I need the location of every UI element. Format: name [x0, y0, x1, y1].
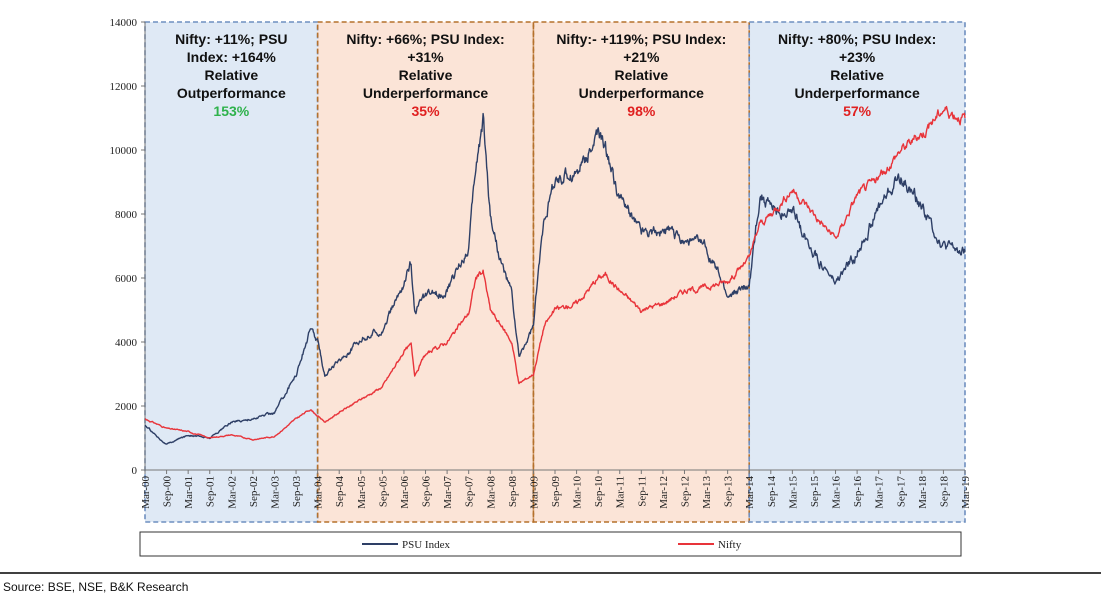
x-tick-label: Sep-11 [636, 476, 648, 507]
x-tick-label: Sep-01 [205, 476, 217, 507]
period-relative-value: 98% [627, 103, 656, 119]
period-label-line: Underperformance [363, 85, 488, 101]
x-tick-label: Sep-15 [809, 476, 821, 508]
x-tick-label: Mar-07 [442, 476, 454, 509]
x-tick-label: Mar-08 [485, 476, 497, 509]
y-tick-label: 6000 [115, 273, 138, 285]
period-relative-value: 57% [843, 103, 872, 119]
x-tick-label: Sep-18 [938, 476, 950, 508]
x-tick-label: Mar-12 [658, 476, 670, 509]
x-tick-label: Mar-06 [399, 476, 411, 509]
period-label-line: Nifty: +66%; PSU Index: [346, 31, 504, 47]
y-tick-label: 8000 [115, 209, 138, 221]
x-tick-label: Sep-10 [593, 476, 605, 508]
x-tick-label: Sep-08 [507, 476, 519, 508]
x-tick-label: Sep-16 [852, 476, 864, 508]
period-border-4 [748, 21, 966, 523]
period-relative-value: 35% [412, 103, 441, 119]
x-tick-label: Mar-14 [744, 476, 756, 509]
x-tick-label: Mar-00 [140, 476, 152, 509]
x-tick-label: Mar-05 [356, 476, 368, 509]
x-tick-label: Sep-12 [679, 476, 691, 507]
period-label-line: Relative [399, 67, 453, 83]
x-tick-label: Mar-11 [615, 476, 627, 508]
period-label-line: Relative [204, 67, 258, 83]
period-label-line: +23% [839, 49, 876, 65]
period-label-line: Relative [614, 67, 668, 83]
period-border-2 [316, 21, 535, 523]
y-tick-label: 0 [132, 465, 138, 477]
x-tick-label: Sep-07 [464, 476, 476, 508]
x-tick-label: Sep-14 [766, 476, 778, 508]
period-label-line: Underperformance [579, 85, 704, 101]
x-tick-label: Mar-01 [183, 476, 195, 509]
period-annotation-3: Nifty:- +119%; PSU Index: +21% Relative Und… [556, 31, 726, 119]
x-tick-label: Mar-02 [226, 476, 238, 509]
period-label-line: Nifty:- +119%; PSU Index: [556, 31, 726, 47]
period-shade-4 [749, 22, 965, 522]
period-label-line: Underperformance [794, 85, 919, 101]
period-label-line: +31% [407, 49, 444, 65]
x-tick-label: Sep-00 [162, 476, 174, 508]
x-tick-label: Sep-13 [723, 476, 735, 508]
x-tick-label: Mar-18 [917, 476, 929, 509]
period-label-line: Nifty: +11%; PSU [175, 31, 287, 47]
y-tick-label: 14000 [110, 17, 138, 29]
period-label-line: Nifty: +80%; PSU Index: [778, 31, 936, 47]
y-tick-label: 4000 [115, 337, 138, 349]
x-tick-label: Sep-02 [248, 476, 260, 507]
source-note: Source: BSE, NSE, B&K Research [3, 580, 189, 594]
x-tick-label: Sep-06 [421, 476, 433, 508]
y-tick-label: 10000 [110, 145, 138, 157]
period-annotation-1: Nifty: +11%; PSU Index: +164% Relative Outp… [175, 31, 287, 119]
period-annotation-4: Nifty: +80%; PSU Index: +23% Relative Under… [778, 31, 936, 119]
x-tick-label: Sep-05 [377, 476, 389, 508]
x-tick-label: Mar-15 [787, 476, 799, 509]
x-tick-label: Mar-16 [831, 476, 843, 509]
x-tick-label: Sep-17 [895, 476, 907, 508]
x-tick-label: Mar-09 [528, 476, 540, 509]
x-tick-label: Mar-10 [572, 476, 584, 509]
psu-index-series-line [144, 112, 966, 445]
period-border-3 [532, 21, 751, 523]
period-relative-value: 153% [213, 103, 249, 119]
period-label-line: Outperformance [177, 85, 286, 101]
period-label-line: Relative [830, 67, 884, 83]
period-annotation-2: Nifty: +66%; PSU Index: +31% Relative Under… [346, 31, 504, 119]
x-tick-label: Mar-17 [874, 476, 886, 509]
y-tick-label: 2000 [115, 401, 138, 413]
x-tick-label: Mar-13 [701, 476, 713, 509]
x-tick-label: Mar-04 [313, 476, 325, 509]
period-shade-3 [533, 22, 750, 522]
period-shade-2 [317, 22, 534, 522]
x-tick-label: Mar-19 [960, 476, 972, 509]
legend-box [139, 531, 962, 557]
period-label-line: Index: +164% [187, 49, 277, 65]
nifty-series-line [144, 105, 966, 441]
period-shade-1 [145, 22, 318, 522]
x-tick-label: Sep-03 [291, 476, 303, 508]
legend-label-nifty: Nifty [718, 539, 742, 551]
x-tick-label: Mar-03 [269, 476, 281, 509]
y-tick-label: 12000 [110, 81, 138, 93]
x-tick-label: Sep-04 [334, 476, 346, 508]
legend-label-psu-index: PSU Index [402, 539, 450, 551]
x-tick-label: Sep-09 [550, 476, 562, 508]
period-label-line: +21% [623, 49, 660, 65]
